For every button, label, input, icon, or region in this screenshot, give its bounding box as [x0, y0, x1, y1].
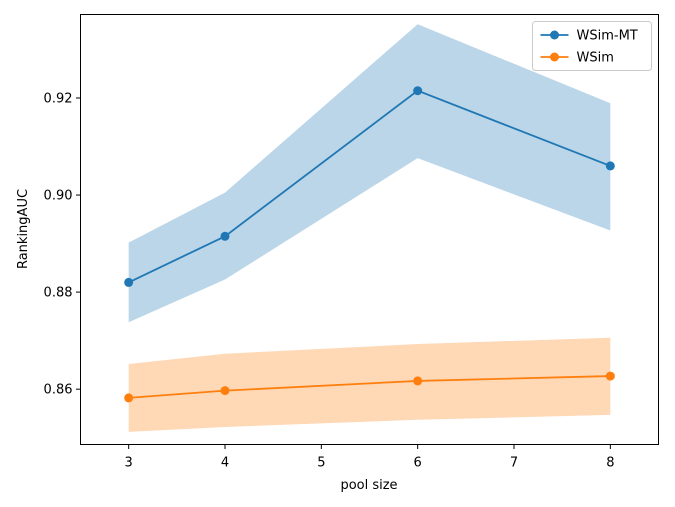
- y-tick-label: 0.90: [44, 189, 73, 204]
- legend: WSim-MT WSim: [532, 21, 652, 71]
- wsim-mt-band: [128, 24, 611, 323]
- x-axis-label: pool size: [340, 478, 397, 493]
- legend-wsim-mt-marker: [550, 30, 559, 40]
- y-tick-label: 0.86: [44, 383, 73, 398]
- wsim-point: [220, 386, 230, 396]
- wsim-band: [128, 337, 611, 432]
- series-points: [124, 86, 615, 403]
- confidence-bands: [128, 24, 611, 432]
- x-axis-ticks: 3 4 5 6 7 8: [125, 444, 614, 471]
- legend-wsim-label: WSim: [577, 51, 614, 66]
- wsim-line: [128, 375, 611, 399]
- x-tick-label: 6: [414, 456, 422, 471]
- legend-wsim-mt-label: WSim-MT: [577, 29, 638, 44]
- wsim-mt-point: [605, 161, 615, 171]
- wsim-point: [413, 376, 423, 386]
- x-tick-label: 5: [317, 456, 325, 471]
- x-tick-label: 4: [221, 456, 229, 471]
- wsim-point: [124, 393, 134, 403]
- series-lines: [128, 89, 611, 399]
- y-axis-label: RankingAUC: [16, 189, 31, 269]
- legend-box: [532, 21, 652, 71]
- y-tick-label: 0.92: [44, 91, 73, 106]
- wsim-mt-point: [220, 231, 230, 241]
- plot-frame: [80, 14, 659, 445]
- wsim-mt-line: [128, 89, 611, 284]
- wsim-mt-point: [124, 277, 134, 287]
- y-tick-label: 0.88: [44, 286, 73, 301]
- wsim-point: [605, 371, 615, 381]
- y-axis-ticks: 0.86 0.88 0.90 0.92: [44, 91, 81, 398]
- x-tick-label: 8: [606, 456, 614, 471]
- legend-wsim-marker: [550, 52, 559, 62]
- x-tick-label: 3: [125, 456, 133, 471]
- x-tick-label: 7: [510, 456, 518, 471]
- wsim-mt-point: [413, 86, 423, 96]
